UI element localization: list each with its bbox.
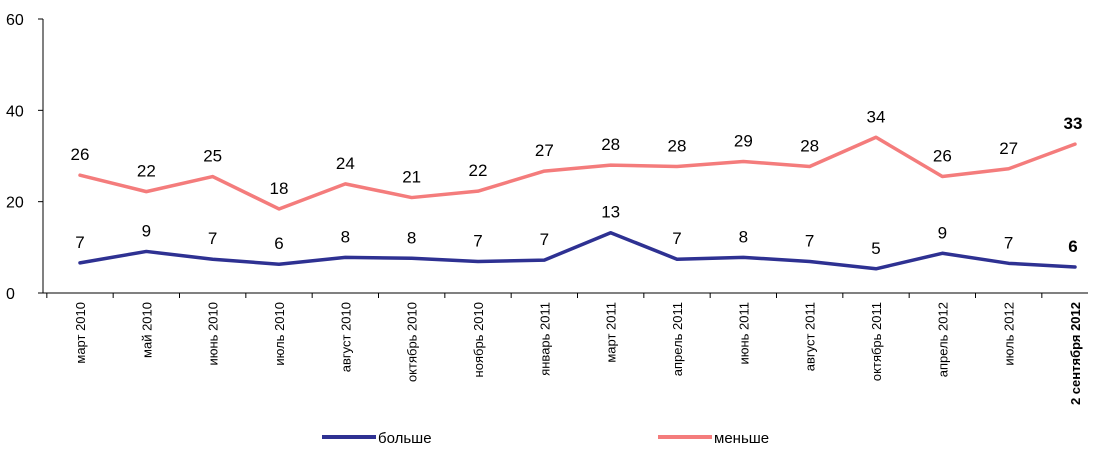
data-labels: 7 9 7 6 8 8 7 7 13 7 8 7 5 9 7 6 26 22 25 18 24 21 22 27 28 28 29 2…: [71, 107, 1083, 258]
data-label: 21: [402, 168, 421, 187]
y-tick-label: 0: [6, 286, 15, 303]
data-label: 26: [71, 145, 90, 164]
data-label: 7: [1004, 233, 1013, 252]
y-tick-label: 20: [6, 195, 24, 212]
data-label: 28: [601, 135, 620, 154]
data-label: 8: [341, 227, 350, 246]
data-label: 24: [336, 154, 355, 173]
x-tick-label: июнь 2010: [206, 302, 221, 366]
data-label: 18: [270, 179, 289, 198]
data-label: 13: [601, 203, 620, 222]
x-tick-label: июнь 2011: [736, 302, 751, 365]
series-line-bolshe: [78, 230, 1077, 271]
chart-series: [78, 135, 1077, 271]
data-label: 22: [469, 161, 488, 180]
data-label: 8: [407, 228, 416, 247]
data-label: 7: [805, 231, 814, 250]
x-tick-label: октябрь 2011: [869, 302, 884, 381]
legend-label: меньше: [714, 430, 769, 447]
x-tick-label: ноябрь 2010: [471, 302, 486, 377]
data-label: 7: [540, 230, 549, 249]
data-label: 6: [274, 234, 283, 253]
x-tick-label: июль 2012: [1002, 302, 1017, 366]
data-label: 8: [739, 227, 748, 246]
data-label: 28: [800, 137, 819, 156]
data-label: 22: [137, 162, 156, 181]
data-label: 9: [938, 223, 947, 242]
data-label: 7: [208, 229, 217, 248]
x-tick-label: 2 сентября 2012: [1068, 302, 1083, 405]
x-tick-label: март 2011: [604, 302, 619, 363]
x-tick-label: апрель 2012: [935, 302, 950, 377]
data-label: 7: [75, 233, 84, 252]
x-tick-label: март 2010: [73, 302, 88, 364]
data-label: 33: [1064, 114, 1083, 133]
series-line-menshe: [78, 135, 1077, 211]
data-label: 27: [999, 139, 1018, 158]
chart-axes: 0 20 40 60 март 2010 май 2010 июнь 2010 июль 20…: [6, 12, 1088, 405]
legend-label: больше: [378, 430, 432, 447]
data-label: 28: [668, 137, 687, 156]
data-label: 9: [142, 221, 151, 240]
data-label: 34: [867, 107, 886, 126]
x-tick-label: апрель 2011: [670, 302, 685, 376]
chart-legend: больше меньше: [322, 430, 769, 447]
data-label: 26: [933, 147, 952, 166]
y-tick-label: 40: [6, 103, 24, 120]
x-tick-label: октябрь 2010: [405, 302, 420, 382]
data-label: 27: [535, 141, 554, 160]
x-tick-label: январь 2011: [537, 302, 552, 376]
data-label: 6: [1068, 237, 1077, 256]
data-label: 7: [473, 231, 482, 250]
x-tick-label: май 2010: [139, 302, 154, 358]
data-label: 7: [672, 229, 681, 248]
data-label: 5: [871, 239, 880, 258]
data-label: 29: [734, 131, 753, 150]
x-tick-label: август 2010: [338, 302, 353, 372]
y-tick-label: 60: [6, 12, 24, 29]
x-tick-label: август 2011: [803, 302, 818, 371]
x-tick-label: июль 2010: [272, 302, 287, 366]
data-label: 25: [203, 147, 222, 166]
